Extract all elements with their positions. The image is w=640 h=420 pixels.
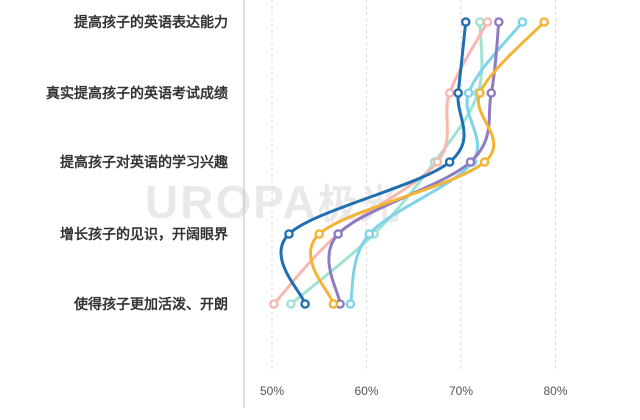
series-line	[272, 20, 489, 306]
data-point	[539, 17, 549, 27]
data-point	[465, 157, 476, 167]
data-point	[479, 157, 490, 167]
data-point	[463, 88, 474, 98]
series-line	[327, 20, 501, 306]
category-label: 提高孩子对英语的学习兴趣	[60, 155, 228, 171]
data-point	[432, 157, 443, 167]
data-point	[314, 229, 325, 239]
data-point	[328, 299, 339, 309]
data-point	[364, 229, 375, 239]
data-point	[284, 229, 294, 239]
data-point	[453, 88, 463, 98]
data-point	[493, 17, 504, 27]
series-line	[309, 20, 546, 306]
data-point	[269, 299, 279, 309]
data-point	[286, 299, 296, 309]
data-point	[486, 88, 497, 98]
data-point	[460, 17, 471, 27]
category-label: 真实提高孩子的英语考试成绩	[46, 86, 228, 102]
series-line	[279, 20, 468, 306]
category-label: 提高孩子的英语表达能力	[74, 15, 228, 31]
data-point	[300, 299, 310, 309]
x-tick-label: 70%	[448, 384, 474, 398]
category-label: 使得孩子更加活泼、开朗	[74, 297, 228, 313]
x-tick-label: 60%	[354, 384, 379, 398]
data-point	[333, 229, 343, 239]
x-tick-label: 50%	[259, 384, 285, 398]
data-point	[444, 88, 455, 98]
data-point	[517, 17, 528, 27]
data-point	[475, 17, 485, 27]
category-label: 增长孩子的见识，开阔眼界	[60, 227, 228, 243]
data-point	[482, 17, 493, 27]
data-point	[345, 299, 356, 309]
x-tick-label: 80%	[543, 384, 568, 398]
data-point	[444, 157, 455, 167]
data-point	[475, 88, 485, 98]
